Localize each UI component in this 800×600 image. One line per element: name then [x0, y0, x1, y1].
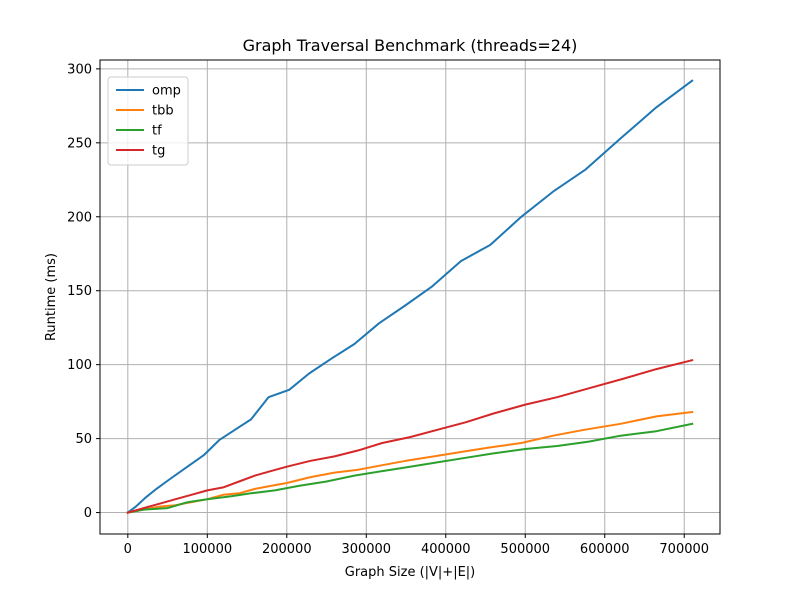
x-tick-label: 100000	[182, 542, 232, 557]
series-lines	[126, 79, 694, 514]
y-tick-label: 150	[67, 284, 92, 299]
x-tick-label: 500000	[500, 542, 550, 557]
x-tick-label: 700000	[659, 542, 709, 557]
x-tick-label: 600000	[580, 542, 630, 557]
y-axis-label: Runtime (ms)	[44, 253, 59, 341]
legend-label-tg: tg	[152, 144, 165, 159]
series-line-omp	[126, 79, 694, 514]
y-tick-label: 0	[84, 506, 92, 521]
x-axis-label: Graph Size (|V|+|E|)	[345, 565, 476, 580]
x-tick-label: 200000	[262, 542, 312, 557]
x-tick-label: 400000	[421, 542, 471, 557]
y-axis-ticks: 0 50 100 150 200 250 300	[67, 62, 100, 521]
grid	[100, 60, 720, 534]
chart-title: Graph Traversal Benchmark (threads=24)	[243, 36, 578, 55]
x-tick-label: 0	[124, 542, 132, 557]
y-tick-label: 300	[67, 62, 92, 77]
legend-label-omp: omp	[152, 84, 181, 99]
legend: omp tbb tf tg	[107, 76, 189, 166]
series-line-tf	[126, 422, 694, 514]
y-tick-label: 50	[75, 432, 92, 447]
series-line-tg	[126, 358, 694, 514]
y-tick-label: 250	[67, 136, 92, 151]
x-tick-label: 300000	[341, 542, 391, 557]
legend-label-tbb: tbb	[152, 104, 174, 119]
plot-frame	[99, 59, 721, 535]
legend-box	[107, 76, 189, 166]
x-axis-ticks: 0 100000 200000 300000 400000 500000 600000 700…	[124, 534, 709, 557]
legend-label-tf: tf	[152, 124, 162, 139]
y-tick-label: 200	[67, 210, 92, 225]
y-tick-label: 100	[67, 358, 92, 373]
